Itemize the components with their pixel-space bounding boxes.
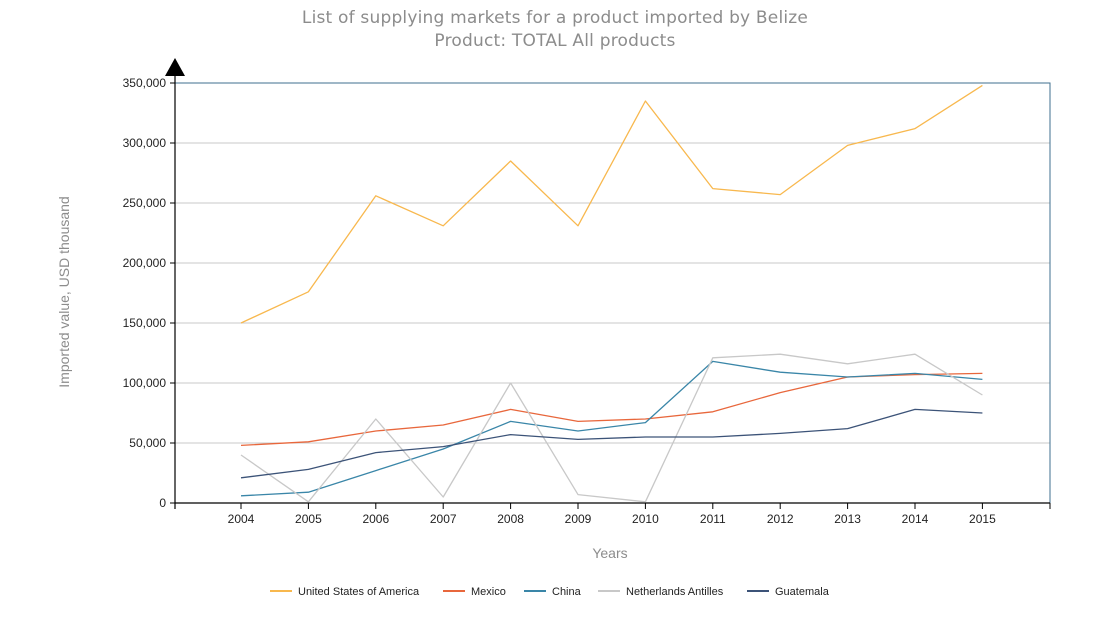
y-axis-arrow-icon <box>165 58 185 76</box>
y-tick-label: 100,000 <box>123 376 167 390</box>
y-tick-label: 0 <box>159 496 166 510</box>
x-tick-label: 2014 <box>902 512 929 526</box>
legend-item-label: Netherlands Antilles <box>626 586 724 598</box>
series-line <box>240 372 983 447</box>
y-axis-title: Imported value, USD thousand <box>56 196 72 387</box>
x-tick-label: 2015 <box>969 512 996 526</box>
chart-title: List of supplying markets for a product … <box>301 8 809 28</box>
x-tick-label: 2013 <box>834 512 861 526</box>
x-tick-label: 2006 <box>362 512 389 526</box>
x-tick-label: 2008 <box>497 512 524 526</box>
legend: United States of America Mexico China Nethe… <box>270 586 830 598</box>
y-tick-label: 200,000 <box>123 256 167 270</box>
legend-item-label: China <box>552 586 582 598</box>
x-tick-label: 2004 <box>228 512 255 526</box>
y-axis-ticks: 0 50,000 100,000 150,000 200,000 250,000 300,0… <box>123 76 175 510</box>
x-tick-label: 2011 <box>700 512 726 526</box>
x-tick-label: 2010 <box>632 512 659 526</box>
y-tick-label: 250,000 <box>123 196 167 210</box>
x-tick-label: 2009 <box>565 512 592 526</box>
series-line <box>240 353 983 503</box>
series-lines <box>240 84 983 503</box>
x-tick-label: 2007 <box>430 512 457 526</box>
x-tick-label: 2005 <box>295 512 322 526</box>
chart-subtitle: Product: TOTAL All products <box>434 31 676 51</box>
y-tick-label: 150,000 <box>123 316 167 330</box>
series-line <box>240 360 983 497</box>
legend-item-label: Mexico <box>471 586 506 598</box>
y-tick-label: 50,000 <box>129 436 166 450</box>
legend-item-label: United States of America <box>298 586 420 598</box>
series-line <box>240 408 983 479</box>
y-tick-label: 300,000 <box>123 136 167 150</box>
axes <box>174 75 1051 509</box>
x-axis-title: Years <box>592 545 627 561</box>
x-tick-label: 2012 <box>767 512 794 526</box>
gridlines <box>175 82 1050 444</box>
x-axis-ticks: 2004 2005 2006 2007 2008 2009 2010 2011 2012 2013… <box>228 503 1051 526</box>
legend-item-label: Guatemala <box>775 586 830 598</box>
series-line <box>240 84 983 324</box>
y-tick-label: 350,000 <box>123 76 167 90</box>
